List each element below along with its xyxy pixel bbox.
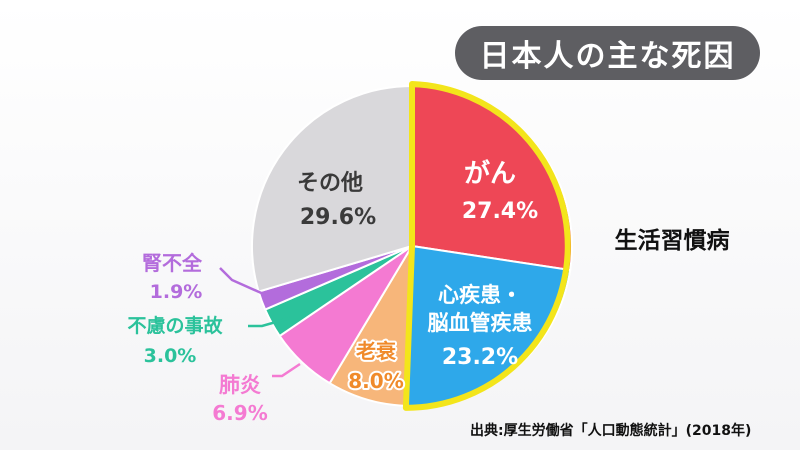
slice-other	[251, 84, 413, 293]
value-other: 29.6%	[300, 205, 376, 230]
source-note: 出典:厚生労働省「人口動態統計」(2018年)	[470, 423, 752, 439]
label-heart-line1: 心疾患・	[438, 283, 522, 307]
label-accident: 不慮の事故	[127, 314, 223, 337]
label-other: その他	[297, 171, 363, 196]
value-accident: 3.0%	[144, 345, 197, 367]
value-kidney-failure: 1.9%	[150, 281, 203, 303]
leader-accident	[248, 316, 291, 328]
value-pneumonia: 6.9%	[212, 401, 267, 425]
group-label-lifestyle-disease: 生活習慣病	[615, 227, 730, 254]
value-cancer: 27.4%	[462, 199, 538, 224]
label-cancer: がん	[464, 158, 516, 189]
value-heart-stroke: 23.2%	[442, 345, 518, 370]
label-pneumonia: 肺炎	[219, 373, 261, 397]
label-kidney-failure: 腎不全	[142, 251, 203, 275]
leader-pneumonia	[272, 362, 301, 378]
label-old-age: 老衰	[356, 339, 397, 363]
value-old-age: 8.0%	[348, 369, 403, 393]
label-heart-line2: 脳血管疾患	[428, 311, 533, 335]
leader-kidney-failure	[219, 267, 269, 298]
chart-title: 日本人の主な死因	[455, 26, 760, 80]
lifestyle-highlight-outline	[402, 81, 571, 411]
